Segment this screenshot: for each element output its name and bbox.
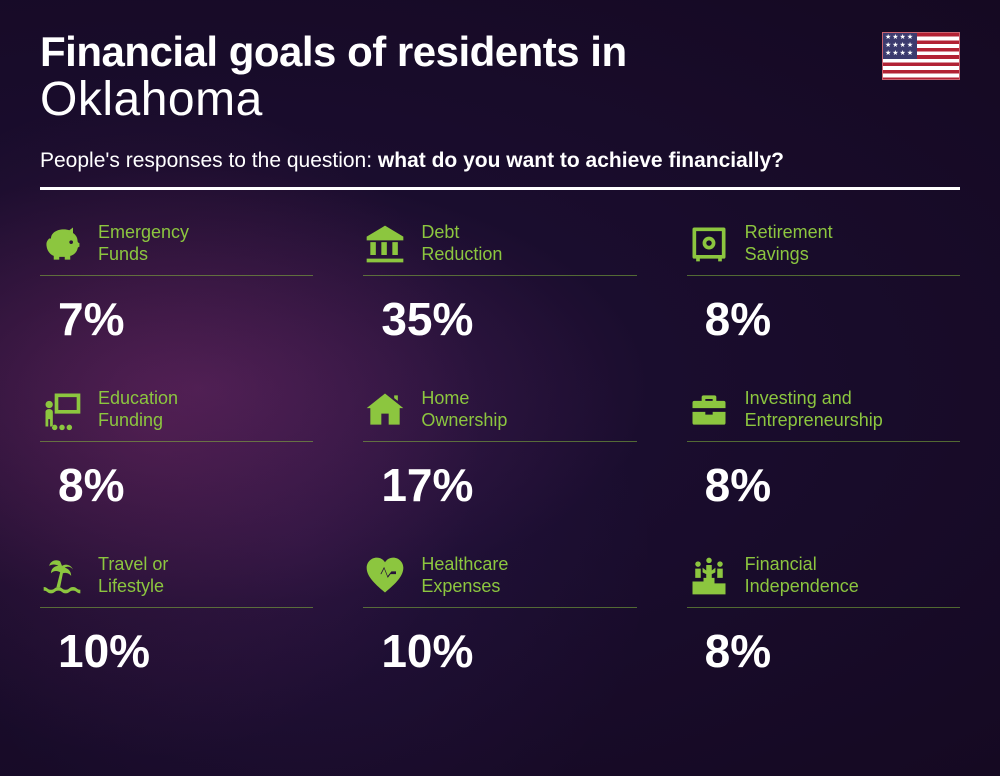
stat-item: EmergencyFunds 7% bbox=[40, 220, 313, 346]
stat-percent: 8% bbox=[687, 458, 960, 512]
heart-pulse-icon bbox=[363, 554, 407, 598]
safe-icon bbox=[687, 222, 731, 266]
stat-item: FinancialIndependence 8% bbox=[687, 552, 960, 678]
stat-label: Investing andEntrepreneurship bbox=[745, 388, 883, 431]
piggy-bank-icon bbox=[40, 222, 84, 266]
stat-item: EducationFunding 8% bbox=[40, 386, 313, 512]
bank-icon bbox=[363, 222, 407, 266]
stat-percent: 10% bbox=[363, 624, 636, 678]
stat-label: HealthcareExpenses bbox=[421, 554, 508, 597]
divider bbox=[40, 187, 960, 190]
presentation-icon bbox=[40, 388, 84, 432]
stat-percent: 10% bbox=[40, 624, 313, 678]
stat-item: RetirementSavings 8% bbox=[687, 220, 960, 346]
stat-label: DebtReduction bbox=[421, 222, 502, 265]
stat-label: FinancialIndependence bbox=[745, 554, 859, 597]
briefcase-icon bbox=[687, 388, 731, 432]
stat-label: EducationFunding bbox=[98, 388, 178, 431]
title-line2: Oklahoma bbox=[40, 72, 960, 127]
subtitle: People's responses to the question: what… bbox=[40, 149, 960, 173]
house-icon bbox=[363, 388, 407, 432]
subtitle-question: what do you want to achieve financially? bbox=[378, 149, 784, 172]
stat-label: Travel orLifestyle bbox=[98, 554, 168, 597]
stat-item: Investing andEntrepreneurship 8% bbox=[687, 386, 960, 512]
subtitle-prefix: People's responses to the question: bbox=[40, 149, 378, 172]
podium-icon bbox=[687, 554, 731, 598]
stat-label: HomeOwnership bbox=[421, 388, 507, 431]
header: Financial goals of residents in Oklahoma… bbox=[40, 28, 960, 190]
stat-label: RetirementSavings bbox=[745, 222, 833, 265]
stat-label: EmergencyFunds bbox=[98, 222, 189, 265]
stat-percent: 8% bbox=[40, 458, 313, 512]
palm-beach-icon bbox=[40, 554, 84, 598]
stat-item: HomeOwnership 17% bbox=[363, 386, 636, 512]
stat-item: DebtReduction 35% bbox=[363, 220, 636, 346]
stat-percent: 8% bbox=[687, 624, 960, 678]
stat-item: Travel orLifestyle 10% bbox=[40, 552, 313, 678]
stats-grid: EmergencyFunds 7% DebtReduction 35% Reti… bbox=[40, 220, 960, 678]
stat-percent: 7% bbox=[40, 292, 313, 346]
stat-item: HealthcareExpenses 10% bbox=[363, 552, 636, 678]
title-line1: Financial goals of residents in bbox=[40, 28, 960, 76]
stat-percent: 8% bbox=[687, 292, 960, 346]
stat-percent: 35% bbox=[363, 292, 636, 346]
stat-percent: 17% bbox=[363, 458, 636, 512]
